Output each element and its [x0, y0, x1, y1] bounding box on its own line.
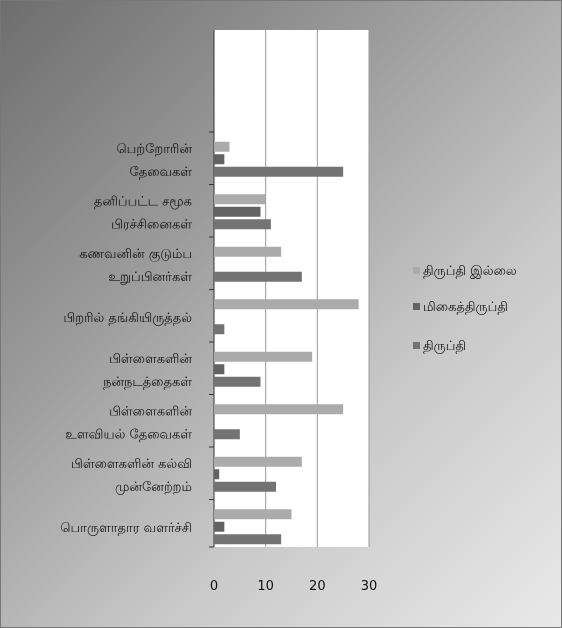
- legend-label: திருப்தி இல்லை: [423, 264, 517, 279]
- bar: [214, 534, 282, 545]
- bar: [214, 194, 266, 205]
- x-tick-label: 30: [361, 579, 378, 594]
- bar: [214, 404, 344, 415]
- bar: [214, 271, 302, 282]
- legend-label: திருப்தி: [423, 339, 466, 354]
- legend-label: மிகைத்திருப்தி: [423, 300, 508, 315]
- category-label-line: முன்னேற்றம்: [115, 480, 192, 495]
- x-tick-label: 0: [210, 579, 218, 594]
- x-tick-label: 20: [309, 579, 326, 594]
- bar: [214, 521, 225, 532]
- bar: [214, 324, 225, 335]
- bar: [214, 299, 359, 310]
- category-label: பிள்ளைகளின் உளவியல் தேவைகள்: [65, 404, 192, 442]
- x-tick-label: 10: [257, 579, 274, 594]
- x-tick-labels: 0 10 20 30: [210, 579, 377, 594]
- bar: [214, 246, 282, 257]
- category-label-line: உறுப்பினர்கள்: [108, 270, 192, 285]
- bar: [214, 376, 261, 387]
- category-label: பெற்றோரின் தேவைகள்: [117, 142, 193, 180]
- category-label-line: பிள்ளைகளின்: [109, 352, 192, 367]
- category-label: பிள்ளைகளின் நன்நடத்தைகள்: [103, 352, 192, 390]
- bar: [214, 429, 240, 440]
- bar: [214, 469, 220, 480]
- bar: [214, 509, 292, 520]
- plot-background: [214, 30, 369, 547]
- bar: [214, 154, 225, 165]
- category-label: பிள்ளைகளின் கல்வி முன்னேற்றம்: [71, 457, 192, 495]
- category-label-line: பிரச்சினைகள்: [111, 217, 192, 232]
- legend-swatch: [413, 267, 420, 274]
- bar: [214, 481, 276, 492]
- category-label-line: பிள்ளைகளின்: [109, 404, 192, 419]
- legend-swatch: [413, 303, 420, 310]
- category-label-line: உளவியல் தேவைகள்: [65, 427, 192, 442]
- category-label-line: நன்நடத்தைகள்: [103, 375, 192, 390]
- bar: [214, 219, 271, 230]
- category-label-line: தேவைகள்: [130, 165, 193, 180]
- bar: [214, 206, 261, 217]
- category-label: தனிப்பட்ட சமூக பிரச்சினைகள்: [94, 194, 192, 232]
- bar: [214, 141, 230, 152]
- plot-area: [209, 30, 370, 548]
- category-label-line: தனிப்பட்ட சமூக: [94, 194, 192, 209]
- bar: [214, 364, 225, 375]
- category-label: பொருளாதார வளர்ச்சி: [60, 521, 192, 536]
- category-label-line: பிள்ளைகளின் கல்வி: [71, 457, 192, 472]
- bar: [214, 456, 302, 467]
- category-label-line: கணவனின் குடும்ப: [79, 247, 192, 262]
- bar: [214, 351, 313, 362]
- category-label-line: பொருளாதார வளர்ச்சி: [60, 521, 192, 536]
- category-label: பிறரில் தங்கியிருத்தல்: [63, 311, 192, 326]
- bar: [214, 166, 344, 177]
- category-labels: பெற்றோரின் தேவைகள் தனிப்பட்ட சமூக பிரச்சினை…: [60, 142, 192, 536]
- legend: திருப்தி இல்லை மிகைத்திருப்தி திருப்தி: [413, 264, 517, 354]
- category-label: கணவனின் குடும்ப உறுப்பினர்கள்: [79, 247, 192, 285]
- bars: [214, 141, 359, 545]
- category-label-line: பெற்றோரின்: [117, 142, 193, 157]
- category-label-line: பிறரில் தங்கியிருத்தல்: [63, 311, 192, 326]
- legend-swatch: [413, 342, 420, 349]
